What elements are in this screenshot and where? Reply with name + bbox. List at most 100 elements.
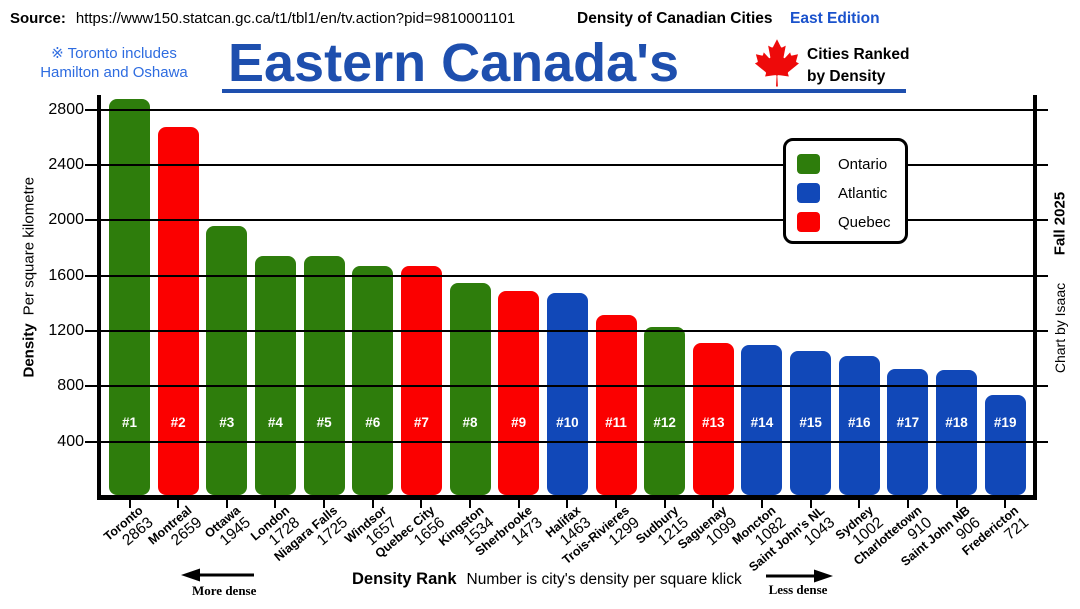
- gridline-2400: [99, 164, 1035, 167]
- toronto-note-line1: ※ Toronto includes: [51, 45, 177, 62]
- chart-credit: Chart by Isaac: [1052, 282, 1068, 374]
- x-label-density: 1725: [314, 513, 352, 550]
- y-tickmark-right-2800: [1036, 108, 1048, 111]
- x-tick-label-sherbrooke: Sherbrooke 1473: [473, 503, 546, 572]
- toronto-note: ※ Toronto includes Hamilton and Oshawa: [28, 44, 200, 82]
- bar-toronto: #1: [109, 99, 150, 495]
- legend-item-ontario: Ontario: [797, 152, 905, 176]
- legend-swatch-atlantic: [797, 183, 820, 203]
- x-label-city: Saint John's NL: [745, 503, 827, 575]
- x-tick-label-trois-rivieres: Trois-Rivieres 1299: [560, 503, 643, 580]
- more-dense-label: More dense: [192, 583, 257, 598]
- bar-london: #4: [254, 256, 296, 495]
- legend-swatch-quebec: [797, 212, 820, 232]
- bar-sydney: #16: [838, 356, 880, 495]
- source-url: https://www150.statcan.gc.ca/t1/tbl1/en/…: [75, 10, 516, 27]
- rank-label-4: #4: [267, 415, 283, 430]
- x-axis-spine: [97, 495, 1037, 500]
- rank-label-13: #13: [702, 415, 725, 430]
- x-tick-label-fredericton: Fredericton 721: [959, 503, 1033, 571]
- title-underline: [222, 89, 906, 93]
- bar-windsor: #6: [352, 265, 394, 495]
- x-label-density: 2659: [168, 513, 206, 550]
- x-tick-label-niagara-falls: Niagara Falls 1725: [271, 503, 352, 577]
- bar-sudbury: #12: [644, 326, 686, 495]
- rank-label-2: #2: [170, 415, 186, 430]
- x-tick-label-london: London 1728: [248, 503, 303, 556]
- x-axis-caption: Density Rank Number is city's density per…: [352, 570, 742, 589]
- legend-item-quebec: Quebec: [797, 210, 905, 234]
- rank-label-3: #3: [219, 415, 235, 430]
- x-label-density: 1656: [411, 513, 449, 550]
- bar-ottawa: #3: [206, 226, 248, 495]
- bar-charlottetown: #17: [887, 369, 929, 495]
- rank-label-12: #12: [653, 415, 676, 430]
- x-label-city: Fredericton: [959, 503, 1022, 559]
- x-label-city: Ottawa: [202, 503, 244, 541]
- y-tick-label-800: 800: [57, 377, 84, 395]
- legend-label-ontario: Ontario: [838, 155, 888, 173]
- x-tick-label-sudbury: Sudbury 1215: [633, 503, 692, 560]
- rank-label-7: #7: [413, 415, 429, 430]
- legend-swatch-ontario: [797, 154, 820, 174]
- bar-saint-john-nb: #18: [936, 369, 978, 495]
- x-label-density: 1082: [751, 513, 790, 550]
- x-axis-caption-bold: Density Rank: [352, 570, 457, 588]
- rank-label-5: #5: [316, 415, 332, 430]
- y-axis-spine-right: [1033, 95, 1037, 499]
- rank-label-9: #9: [511, 415, 527, 430]
- x-label-city: Quebec City: [372, 503, 438, 561]
- x-label-density: 1534: [460, 513, 498, 550]
- x-tick-label-charlottetown: Charlottetown 910: [851, 503, 935, 581]
- y-axis-title: Density Per square kilometre: [20, 177, 38, 378]
- x-label-city: Moncton: [729, 503, 779, 548]
- bar-saint-john-s-nl: #15: [790, 350, 832, 495]
- x-tick-label-saint-john-nb: Saint John NB 906: [898, 503, 984, 582]
- bar-niagara-falls: #5: [303, 256, 345, 495]
- y-tick-label-400: 400: [57, 432, 84, 450]
- bar-saguenay: #13: [692, 343, 734, 495]
- rank-label-11: #11: [605, 415, 627, 430]
- gridline-2800: [99, 108, 1035, 111]
- edition-label: East Edition: [790, 10, 880, 27]
- x-label-density: 1473: [508, 513, 546, 550]
- x-label-city: Niagara Falls: [271, 503, 341, 564]
- x-label-density: 1657: [362, 513, 401, 550]
- y-tickmark-right-2000: [1036, 219, 1048, 222]
- rank-label-15: #15: [799, 415, 822, 430]
- x-axis-caption-rest: Number is city's density per square klic…: [466, 571, 742, 588]
- bar-moncton: #14: [741, 345, 783, 495]
- y-axis-title-bold: Density: [20, 323, 38, 378]
- x-label-density: 1099: [703, 513, 741, 550]
- rank-label-17: #17: [896, 415, 920, 430]
- x-label-density: 1463: [557, 513, 595, 550]
- x-label-density: 1728: [265, 513, 303, 550]
- rank-label-8: #8: [462, 415, 478, 430]
- x-label-city: Halifax: [543, 503, 584, 541]
- bar-kingston: #8: [449, 282, 491, 495]
- x-tick-label-quebec-city: Quebec City 1656: [372, 503, 449, 574]
- y-tickmark-right-1600: [1036, 274, 1048, 277]
- maple-leaf-icon: [754, 39, 799, 87]
- rank-label-19: #19: [993, 415, 1017, 430]
- page-title: Eastern Canada's: [228, 33, 680, 93]
- source-line: Source: https://www150.statcan.gc.ca/t1/t…: [10, 10, 515, 27]
- bar-halifax: #10: [546, 292, 588, 495]
- x-label-density: 721: [1001, 513, 1033, 544]
- gridline-400: [99, 440, 1035, 443]
- less-dense-arrow-icon: [766, 569, 833, 583]
- x-label-density: 906: [953, 513, 984, 544]
- x-label-city: Montreal: [145, 503, 195, 548]
- gridline-1200: [99, 330, 1035, 333]
- x-label-city: Toronto: [101, 503, 146, 544]
- x-label-city: Saint John NB: [898, 503, 973, 569]
- x-label-density: 1215: [654, 513, 692, 550]
- y-axis-title-rest: Per square kilometre: [20, 176, 38, 316]
- legend-item-atlantic: Atlantic: [797, 181, 905, 205]
- subtitle-line1: Cities Ranked: [807, 46, 910, 63]
- legend-label-quebec: Quebec: [838, 213, 891, 231]
- x-label-density: 1945: [216, 513, 255, 550]
- x-tick-label-ottawa: Ottawa 1945: [202, 503, 255, 554]
- rank-label-10: #10: [556, 415, 579, 430]
- x-label-density: 2863: [119, 513, 157, 550]
